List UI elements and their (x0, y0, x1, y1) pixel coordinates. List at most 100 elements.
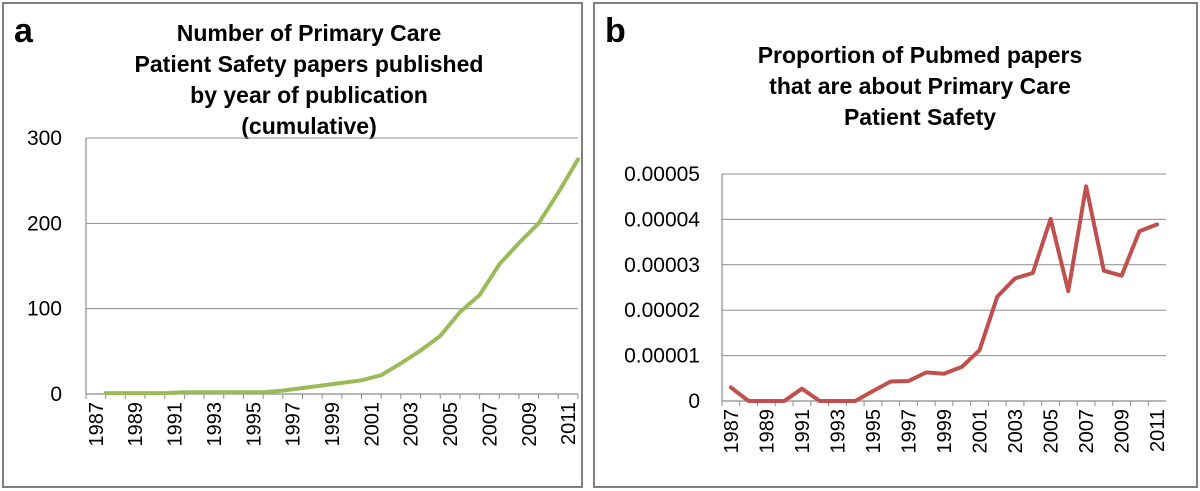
data-point-a (419, 348, 423, 352)
data-point-a (556, 191, 560, 195)
y-tick-label-a: 300 (27, 127, 62, 150)
x-tick-label-a: 2005 (440, 402, 462, 447)
chart-title-b-line: Proportion of Pubmed papers (757, 42, 1083, 68)
data-point-b (906, 379, 910, 383)
x-tick-label-b: 1989 (756, 409, 778, 454)
panel-letter-a: a (14, 12, 33, 50)
y-tick-label-b: 0.00004 (624, 208, 700, 231)
data-point-b (995, 295, 999, 299)
chart-title-b-line: Patient Safety (843, 104, 997, 130)
y-tick-label-b: 0.00002 (624, 299, 700, 322)
y-tick-label-b: 0.00003 (624, 254, 700, 277)
data-point-b (1066, 289, 1070, 293)
data-point-b (1049, 217, 1053, 221)
data-point-a (360, 378, 364, 382)
data-point-b (960, 365, 964, 369)
data-point-a (320, 383, 324, 387)
chart-title-a: Number of Primary Care Patient Safety pa… (64, 18, 554, 142)
data-point-b (1102, 269, 1106, 273)
data-point-b (942, 372, 946, 376)
x-tick-label-a: 1995 (243, 402, 265, 447)
chart-b: 0 0.00001 0.00002 0.00003 0.00004 0.00005 1987… (624, 163, 1169, 454)
data-point-b (782, 399, 786, 403)
data-point-a (438, 334, 442, 338)
x-tick-label-b: 2007 (1076, 409, 1098, 454)
y-tick-label-b: 0.00005 (624, 163, 700, 186)
data-point-b (978, 348, 982, 352)
y-tick-label-b: 0 (688, 390, 700, 413)
data-point-a (497, 262, 501, 266)
data-point-b (764, 399, 768, 403)
data-point-b (871, 389, 875, 393)
x-tick-label-b: 1995 (863, 409, 885, 454)
data-point-b (800, 387, 804, 391)
data-point-a (143, 391, 147, 395)
x-tick-label-b: 1993 (827, 409, 849, 454)
data-point-a (517, 241, 521, 245)
y-tick-label-a: 200 (27, 212, 62, 235)
chart-title-b-line: that are about Primary Care (769, 73, 1071, 99)
chart-title-a-line: Patient Safety papers published (134, 51, 484, 77)
data-point-a (340, 381, 344, 385)
data-point-b (1084, 184, 1088, 188)
x-tick-label-b: 1991 (792, 409, 814, 454)
data-point-a (222, 390, 226, 394)
chart-title-a-line: Number of Primary Care (176, 20, 442, 46)
x-tick-label-a: 1997 (283, 402, 305, 447)
x-tick-label-b: 1997 (898, 409, 920, 454)
x-tick-label-a: 2003 (401, 402, 423, 447)
data-point-b (818, 399, 822, 403)
data-point-a (300, 386, 304, 390)
x-tick-label-a: 1999 (322, 402, 344, 447)
data-point-a (202, 390, 206, 394)
data-point-b (747, 399, 751, 403)
data-point-a (576, 157, 580, 161)
data-point-a (182, 390, 186, 394)
data-point-a (537, 221, 541, 225)
data-point-a (241, 390, 245, 394)
data-point-a (478, 293, 482, 297)
data-point-b (924, 370, 928, 374)
data-point-a (123, 391, 127, 395)
x-tick-label-a: 2011 (558, 402, 580, 445)
data-point-b (1155, 222, 1159, 226)
chart-title-a-line: (cumulative) (241, 113, 377, 139)
y-tick-label-b: 0.00001 (624, 345, 700, 368)
data-point-b (1137, 229, 1141, 233)
y-tick-label-a: 100 (27, 298, 62, 321)
x-tick-label-b: 2003 (1005, 409, 1027, 454)
data-point-a (399, 361, 403, 365)
x-tick-label-b: 2005 (1041, 409, 1063, 454)
data-point-b (729, 385, 733, 389)
data-point-b (1013, 276, 1017, 280)
chart-panel-a: a Number of Primary Care Patient Safety … (2, 2, 583, 488)
data-point-a (458, 310, 462, 314)
chart-a: 0 100 200 300 1987 1989 1991 1993 1995 1997 1999 20… (27, 127, 580, 447)
data-point-a (261, 390, 265, 394)
data-point-a (104, 391, 108, 395)
series-line-a (103, 157, 580, 396)
chart-title-a-line: by year of publication (190, 82, 428, 108)
panel-letter-b: b (605, 12, 626, 50)
x-tick-label-a: 2001 (361, 402, 383, 447)
x-tick-label-b: 1999 (934, 409, 956, 454)
data-point-b (1031, 271, 1035, 275)
data-point-b (835, 399, 839, 403)
x-tick-label-a: 1987 (86, 402, 108, 447)
x-tick-label-a: 1991 (165, 402, 187, 447)
series-line-b (728, 184, 1160, 403)
x-tick-label-b: 2001 (970, 409, 992, 454)
x-tick-label-a: 2007 (479, 402, 501, 447)
data-point-a (281, 389, 285, 393)
x-tick-label-a: 1989 (125, 402, 147, 447)
chart-title-b: Proportion of Pubmed papers that are abo… (655, 40, 1185, 133)
data-point-b (1120, 274, 1124, 278)
data-point-a (163, 391, 167, 395)
x-tick-label-a: 2009 (519, 402, 541, 447)
data-point-a (379, 373, 383, 377)
x-tick-label-b: 2011 (1147, 409, 1169, 452)
x-tick-label-a: 1993 (204, 402, 226, 447)
data-point-b (889, 379, 893, 383)
y-tick-label-a: 0 (50, 383, 62, 406)
